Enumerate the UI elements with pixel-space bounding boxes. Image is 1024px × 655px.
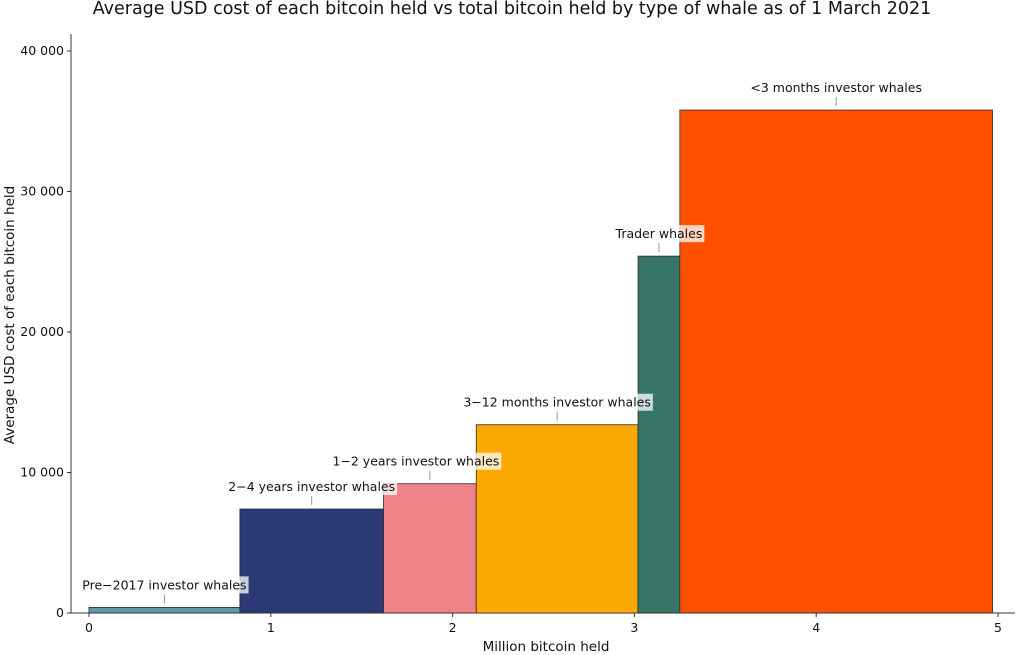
bar bbox=[679, 109, 993, 614]
bar-label-background bbox=[612, 225, 705, 243]
bar-label: 2−4 years investor whales bbox=[228, 479, 395, 494]
x-tick-label: 1 bbox=[267, 620, 275, 635]
bar bbox=[383, 483, 477, 614]
bar-label-background bbox=[748, 79, 925, 97]
y-tick-label: 10 000 bbox=[20, 465, 64, 480]
bar-label-background bbox=[330, 452, 502, 470]
x-tick-label: 3 bbox=[630, 620, 638, 635]
bar-label: Pre−2017 investor whales bbox=[82, 577, 246, 592]
bar-labels-group: Pre−2017 investor whales 2−4 years invest… bbox=[80, 79, 925, 604]
y-tick-label: 20 000 bbox=[20, 324, 64, 339]
bar bbox=[475, 424, 639, 614]
x-axis-title: Million bitcoin held bbox=[483, 639, 610, 655]
bars-group bbox=[88, 109, 993, 614]
x-tick-label: 0 bbox=[85, 620, 93, 635]
bar bbox=[637, 255, 681, 614]
bar bbox=[239, 508, 384, 614]
bar bbox=[88, 606, 241, 614]
bar-label-background bbox=[461, 393, 653, 411]
bar-label: 3−12 months investor whales bbox=[463, 395, 651, 410]
x-tick-label: 2 bbox=[449, 620, 457, 635]
y-tick-label: 0 bbox=[56, 605, 64, 620]
chart-title: Average USD cost of each bitcoin held vs… bbox=[93, 0, 932, 19]
y-axis-title: Average USD cost of each bitcoin held bbox=[2, 186, 18, 444]
bar-label: <3 months investor whales bbox=[750, 80, 922, 95]
x-tick-label: 4 bbox=[812, 620, 820, 635]
y-tick-label: 40 000 bbox=[20, 43, 64, 58]
bar-label-background bbox=[226, 478, 398, 496]
bar-label: 1−2 years investor whales bbox=[332, 454, 499, 469]
y-tick-label: 30 000 bbox=[20, 184, 64, 199]
bar-label: Trader whales bbox=[615, 226, 703, 241]
x-tick-label: 5 bbox=[994, 620, 1002, 635]
bar-label-background bbox=[80, 576, 249, 594]
